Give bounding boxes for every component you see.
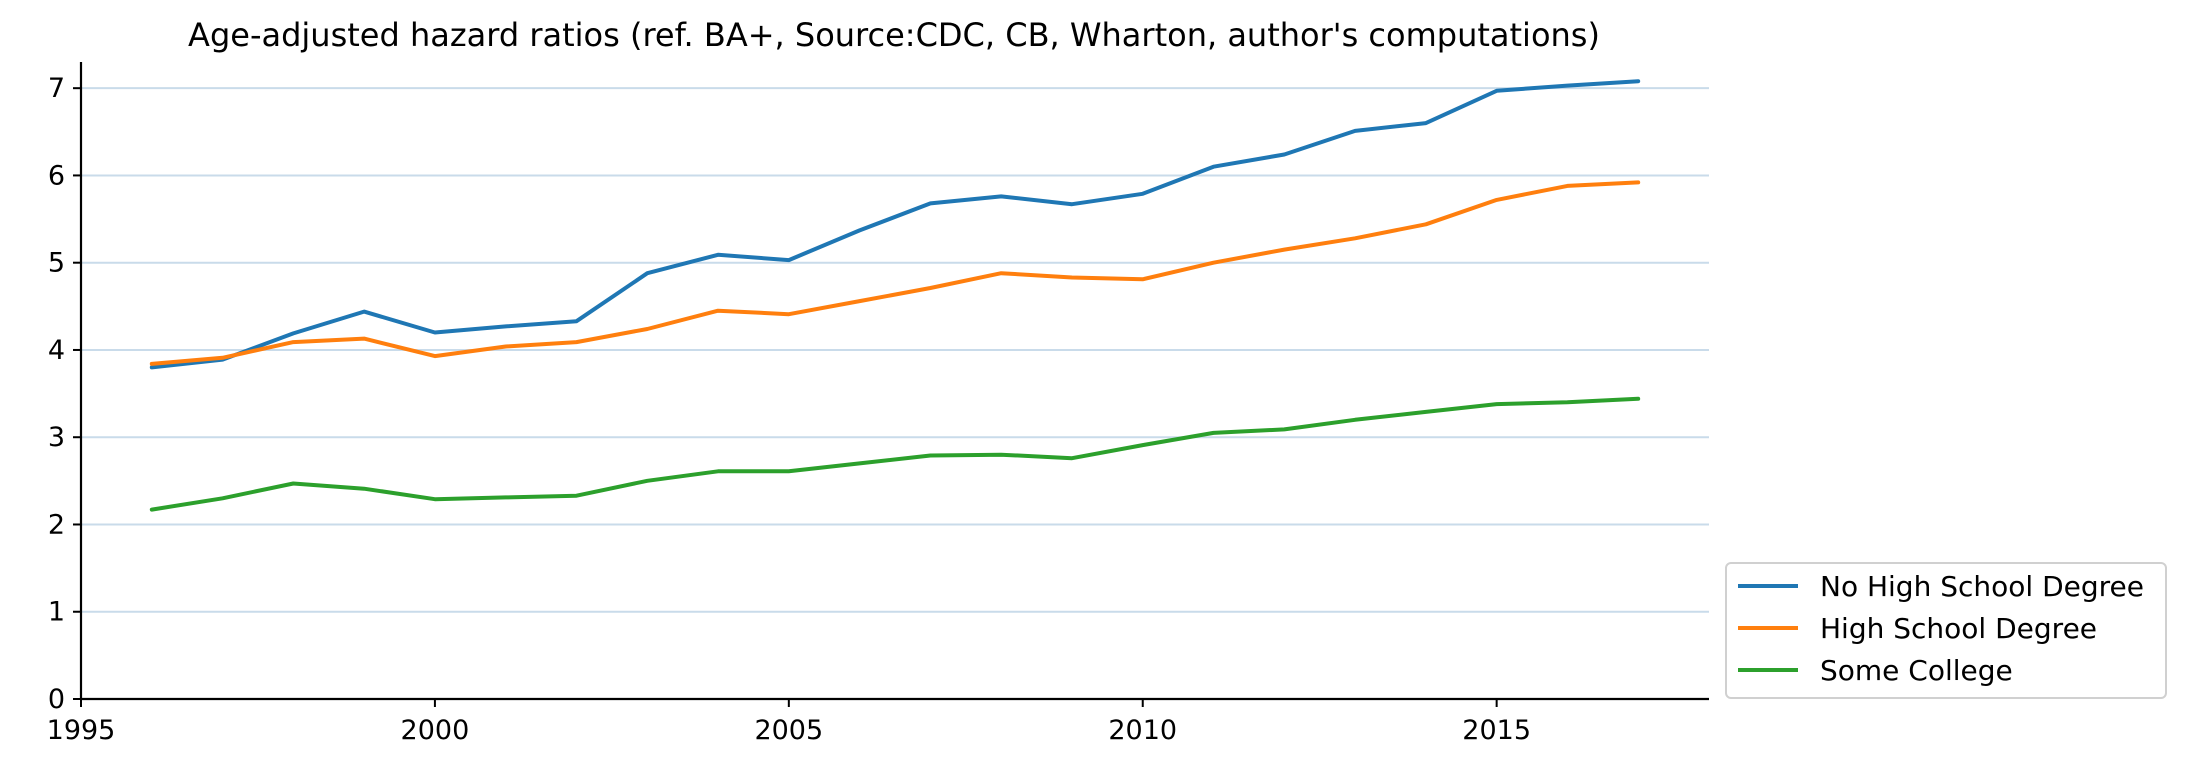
series-line-1 — [149, 180, 1641, 366]
y-tick-label: 5 — [48, 248, 65, 279]
x-tick-label: 2015 — [1462, 715, 1531, 746]
legend-label-2: Some College — [1820, 654, 2013, 687]
y-tick-label: 6 — [48, 160, 65, 191]
x-tick-label: 2010 — [1108, 715, 1177, 746]
legend-box — [1725, 562, 2167, 699]
y-tick-label: 1 — [48, 597, 65, 628]
axes: 0 1 2 3 4 5 6 7 1995 2000 2005 2010 2015 — [47, 62, 1709, 746]
legend-label-0: No High School Degree — [1820, 570, 2144, 603]
series-lines — [149, 79, 1641, 512]
gridlines — [81, 87, 1709, 613]
chart-title: Age-adjusted hazard ratios (ref. BA+, So… — [188, 16, 1600, 54]
x-tick-label: 1995 — [47, 715, 116, 746]
y-tick-label: 7 — [48, 73, 65, 104]
legend: No High School Degree High School Degree S… — [1725, 562, 2167, 699]
y-tick-label: 3 — [48, 422, 65, 453]
y-tick-label: 0 — [48, 684, 65, 715]
x-tick-label: 2005 — [754, 715, 823, 746]
y-tick-label: 4 — [48, 335, 65, 366]
x-tick-label: 2000 — [401, 715, 470, 746]
y-tick-label: 2 — [48, 509, 65, 540]
legend-label-1: High School Degree — [1820, 612, 2097, 645]
series-line-0 — [149, 79, 1641, 370]
series-line-2 — [149, 396, 1641, 512]
